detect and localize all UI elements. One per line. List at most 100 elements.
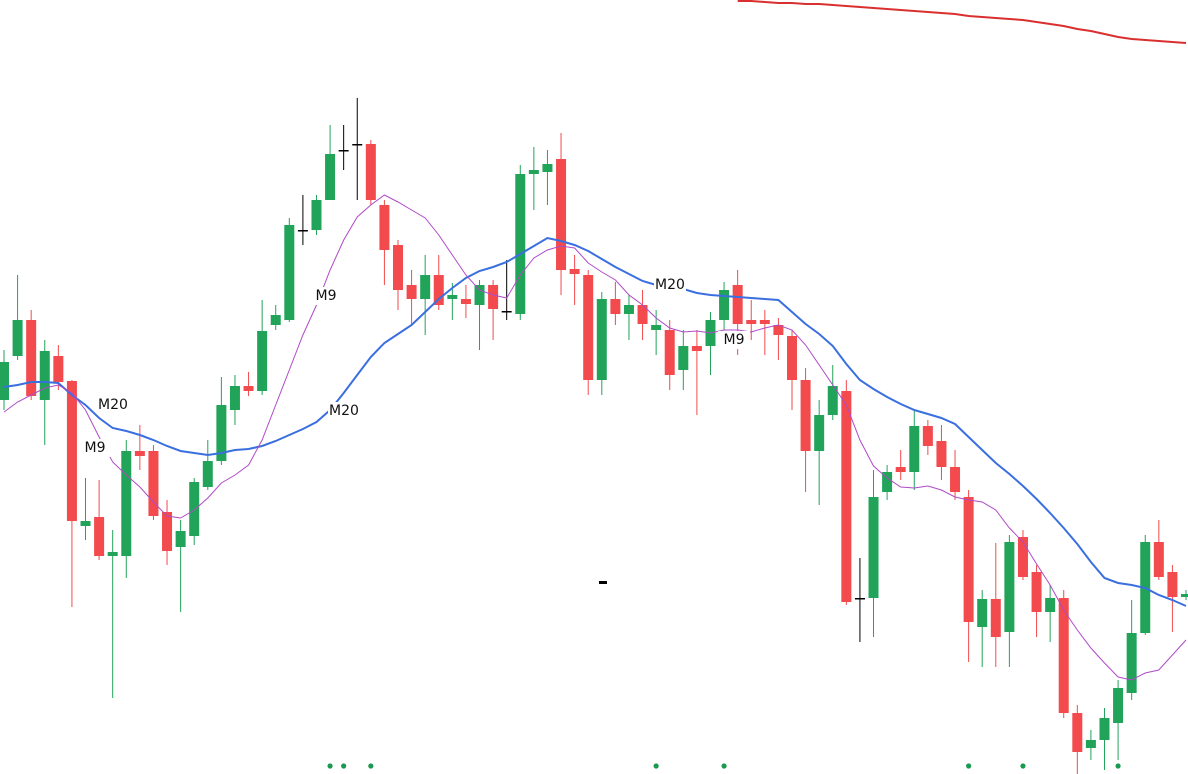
candle-body — [814, 415, 825, 451]
line-label: M9 — [724, 332, 745, 348]
candle-body — [651, 325, 662, 330]
candle-body — [746, 320, 757, 324]
candle-body — [759, 320, 770, 324]
candle-body — [1085, 740, 1096, 748]
candle-body — [1181, 594, 1188, 597]
candle-body — [148, 451, 159, 516]
candle-body — [1126, 633, 1137, 693]
candle-body — [691, 346, 702, 351]
candle-body — [936, 441, 947, 467]
candle-body — [1031, 572, 1042, 612]
candle-body — [406, 285, 417, 299]
candle-body — [1113, 688, 1124, 723]
candle-body — [66, 381, 77, 521]
signal-dot — [721, 763, 727, 769]
annotation-bg — [328, 402, 360, 420]
candle-body — [610, 299, 621, 314]
candle-body — [1072, 713, 1083, 752]
candle-body — [569, 269, 580, 274]
cursor-mark — [599, 581, 607, 584]
candle-body — [284, 225, 295, 320]
candle-body — [841, 391, 852, 602]
candle-body — [800, 380, 811, 451]
candle-body — [773, 325, 784, 335]
candle-body — [474, 285, 485, 305]
moving-average-line — [737, 0, 1187, 44]
signal-dot — [327, 763, 333, 769]
moving-average-line — [3, 194, 1187, 681]
candle-body — [1058, 598, 1069, 713]
candle-body — [325, 154, 336, 200]
candle-body — [596, 299, 607, 380]
signal-dot — [368, 763, 374, 769]
candle-body — [297, 230, 308, 232]
candle-body — [393, 245, 403, 290]
line-label: M9 — [316, 288, 337, 304]
line-label: M9 — [85, 440, 106, 456]
candle-body — [664, 330, 675, 375]
candle-body — [216, 405, 227, 461]
candle-body — [121, 451, 132, 556]
candle-body — [488, 285, 499, 309]
candle-body — [583, 275, 594, 380]
candle-body — [189, 482, 200, 536]
candle-body — [895, 467, 906, 472]
annotation-bg — [310, 287, 342, 305]
candle-body — [26, 320, 37, 396]
candle-body — [433, 275, 444, 305]
candle-body — [352, 144, 363, 146]
candle-body — [39, 351, 50, 400]
candle-body — [623, 305, 634, 314]
candle-body — [80, 521, 91, 526]
signal-dot — [1020, 763, 1026, 769]
candle-body — [311, 200, 322, 230]
line-label: M20 — [98, 397, 128, 413]
candle-body — [1004, 542, 1015, 632]
candle-body — [963, 497, 974, 622]
candle-body — [1153, 542, 1164, 577]
candle-body — [162, 512, 173, 551]
line-label: M20 — [329, 403, 359, 419]
signal-dot — [966, 763, 972, 769]
candle-body — [827, 386, 838, 415]
annotation-bg — [97, 396, 129, 414]
candle-body — [515, 174, 526, 314]
candle-body — [990, 599, 1001, 637]
candle-body — [229, 386, 240, 410]
candle-body — [1017, 537, 1028, 577]
candle-body — [637, 305, 648, 324]
candle-body — [107, 552, 118, 556]
candle-body — [257, 331, 268, 391]
candle-body — [556, 159, 567, 270]
candle-body — [922, 426, 933, 446]
candle-body — [0, 362, 9, 400]
candle-body — [175, 531, 186, 547]
annotation-bg — [718, 331, 750, 349]
candle-body — [787, 336, 797, 380]
candle-body — [12, 320, 23, 356]
candle-body — [94, 517, 105, 556]
candle-body — [854, 598, 865, 600]
candle-body — [868, 497, 879, 598]
moving-average-line — [3, 236, 1187, 607]
candle-body — [977, 599, 988, 627]
candle-body — [1167, 572, 1178, 597]
candle-body — [338, 150, 349, 152]
candle-body — [542, 164, 553, 172]
annotation-bg — [79, 439, 111, 457]
candle-body — [447, 295, 458, 299]
candle-body — [134, 451, 145, 456]
signal-dot — [653, 763, 659, 769]
candle-body — [719, 290, 730, 320]
annotation-bg — [654, 276, 686, 294]
candle-body — [678, 346, 689, 370]
candle-body — [501, 311, 512, 313]
candle-body — [732, 285, 743, 324]
candle-body — [882, 472, 893, 492]
candle-body — [460, 299, 471, 304]
candle-body — [270, 315, 281, 325]
candle-body — [202, 461, 213, 487]
